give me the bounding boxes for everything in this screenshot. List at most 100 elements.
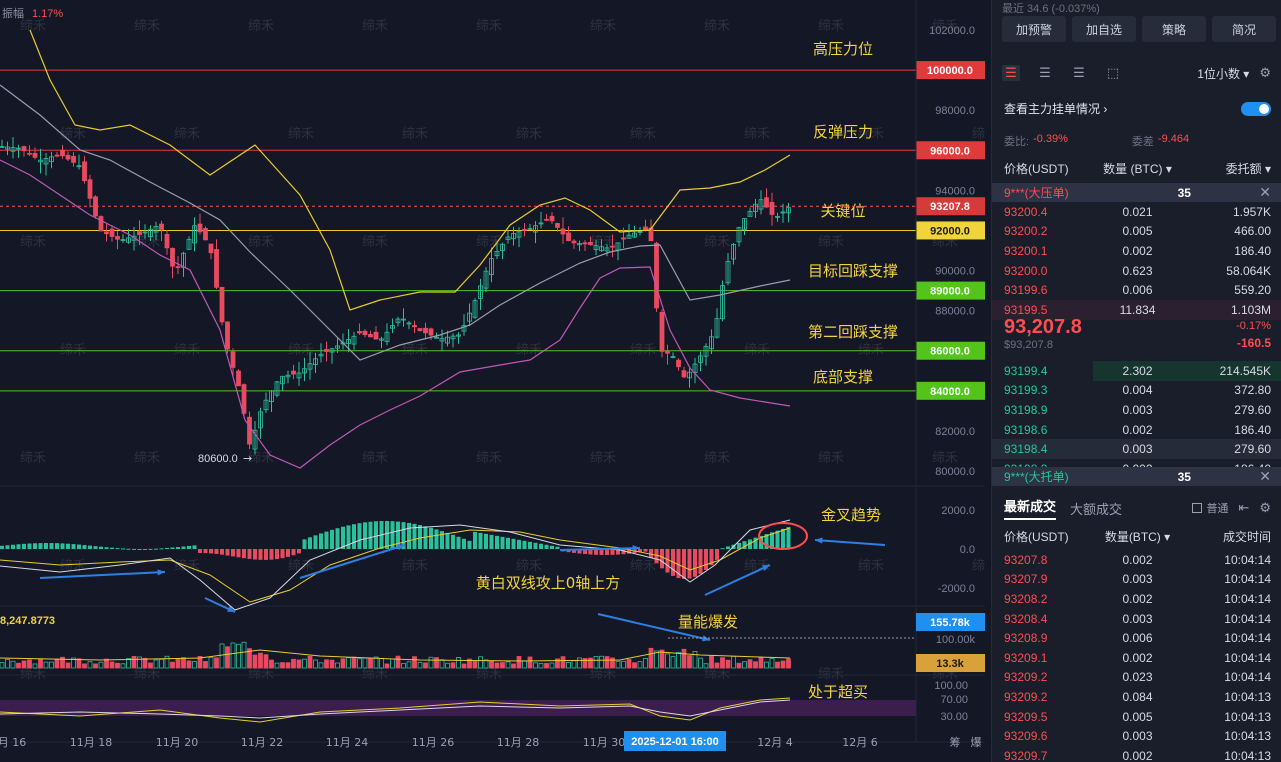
macd-bar (132, 548, 136, 550)
overview-button[interactable]: 简况 (1212, 16, 1276, 42)
ask-row[interactable]: 93200.2 0.005 466.00 (992, 222, 1281, 242)
price-axis-tick: 80000.0 (935, 466, 975, 478)
candle-body (494, 251, 500, 257)
watermark-text: 缔禾 (818, 450, 844, 466)
volume-bar (742, 661, 747, 669)
bid-row[interactable]: 93198.4 0.003 279.60 (992, 439, 1281, 459)
bid-row[interactable]: 93199.3 0.004 372.80 (992, 381, 1281, 401)
volume-bar (736, 662, 742, 669)
main-orders-label[interactable]: 查看主力挂单情况 (1004, 102, 1101, 116)
volume-bar (549, 662, 555, 669)
volume-bar (324, 659, 329, 669)
volume-bar (43, 661, 49, 669)
candle-body (709, 336, 714, 350)
macd-bar (357, 523, 362, 549)
watermark-text: 缔禾 (630, 558, 656, 574)
ask-row[interactable]: 93200.1 0.002 186.40 (992, 241, 1281, 261)
settings-icon[interactable]: ⚙ (1259, 500, 1271, 515)
rsi-axis-tick: 30.00 (940, 711, 968, 723)
volume-bar (373, 656, 379, 669)
macd-bar (720, 548, 725, 550)
normal-checkbox[interactable]: 普通 (1192, 500, 1228, 516)
level-tag (916, 381, 985, 400)
kline-chart-panel[interactable]: 缔禾缔禾缔禾缔禾缔禾缔禾缔禾缔禾缔禾缔禾缔禾缔禾缔禾缔禾缔禾缔禾缔禾缔禾缔禾缔禾… (0, 0, 985, 762)
bid-row[interactable]: 93198.6 0.002 186.40 (992, 420, 1281, 440)
price-cell: 93198.9 (1004, 402, 1048, 417)
settings-icon[interactable]: ⚙ (1259, 65, 1271, 80)
macd-bar (198, 549, 202, 553)
candle-body (21, 146, 27, 152)
ask-row[interactable]: 93200.0 0.623 58.064K (992, 261, 1281, 281)
price-axis-tick: 90000.0 (935, 266, 975, 278)
level-tag-text: 89000.0 (930, 286, 970, 298)
macd-bar (385, 521, 389, 549)
col-qty[interactable]: 数量 (BTC) ▾ (1103, 162, 1172, 176)
bid-row[interactable]: 93198.9 0.003 279.60 (992, 400, 1281, 420)
volume-bar (335, 662, 340, 669)
volume-bar (274, 662, 280, 669)
add-watchlist-button[interactable]: 加自选 (1072, 16, 1136, 42)
macd-bar (610, 549, 615, 555)
ask-row[interactable]: 93199.5 11.834 1.103M (992, 300, 1281, 320)
volume-bar (0, 662, 5, 669)
macd-bar (786, 527, 791, 549)
candle-body (148, 228, 153, 238)
x-axis-tick: 11月 24 (326, 736, 369, 749)
rsi-label: 处于超买 (808, 683, 868, 701)
volume-bar (280, 662, 285, 669)
volume-bar (87, 661, 93, 669)
watermark-text: 缔禾 (516, 558, 542, 574)
time-cell: 10:04:14 (1224, 611, 1271, 626)
both-sides-view-icon[interactable]: ☰ (1002, 65, 1020, 81)
macd-bar (258, 549, 263, 560)
macd-bar (368, 521, 373, 549)
bids-view-icon[interactable]: ☰ (1039, 65, 1051, 80)
trade-row: 93209.6 0.003 10:04:13 (992, 726, 1281, 746)
tab-latest-trades[interactable]: 最新成交 (1004, 496, 1057, 520)
strategy-button[interactable]: 策略 (1142, 16, 1206, 42)
volume-bar (665, 653, 670, 669)
macd-bar (390, 521, 395, 549)
trade-row: 93209.5 0.005 10:04:13 (992, 707, 1281, 727)
macd-bar (715, 549, 719, 560)
asks-view-icon[interactable]: ☰ (1073, 65, 1085, 80)
kline-chart[interactable]: 缔禾缔禾缔禾缔禾缔禾缔禾缔禾缔禾缔禾缔禾缔禾缔禾缔禾缔禾缔禾缔禾缔禾缔禾缔禾缔禾… (0, 0, 985, 762)
candle-body (439, 337, 445, 342)
candle-body (384, 331, 390, 342)
macd-bar (539, 543, 543, 549)
volume-bar (511, 663, 516, 669)
close-icon[interactable]: ✕ (1259, 184, 1271, 200)
burst-button: 爆 (971, 735, 982, 749)
candle-body (483, 270, 489, 289)
candle-body (159, 223, 164, 230)
macd-bar (748, 539, 752, 549)
candle-body (368, 334, 373, 338)
level-tag-text: 92000.0 (930, 225, 970, 237)
col-amount[interactable]: 委托额 ▾ (1225, 162, 1271, 176)
candle-body (577, 243, 582, 246)
decimal-select[interactable]: 1位小数 ▾ (1197, 66, 1250, 81)
candle-body (786, 207, 791, 214)
depth-view-icon[interactable]: ⬚ (1106, 65, 1120, 80)
amount-cell: 466.00 (1234, 224, 1271, 239)
qty-cell: 0.002 (1122, 591, 1153, 606)
tab-big-trades[interactable]: 大额成交 (1070, 501, 1123, 517)
watermark-text: 缔禾 (402, 558, 428, 574)
close-icon[interactable]: ✕ (1259, 468, 1271, 484)
volume-bar (269, 659, 274, 669)
candle-body (511, 233, 516, 240)
trade-tabs: 最新成交 大额成交 普通 ⇤ ⚙ (1004, 496, 1271, 520)
ask-row[interactable]: 93199.6 0.006 559.20 (992, 280, 1281, 300)
main-orders-toggle[interactable] (1241, 101, 1271, 116)
candle-body (654, 242, 659, 309)
volume-bar (406, 661, 412, 669)
ask-row[interactable]: 93200.4 0.021 1.957K (992, 202, 1281, 222)
trades-col-qty[interactable]: 数量(BTC) ▾ (1104, 530, 1171, 544)
bid-row[interactable]: 93199.4 2.302 214.545K (992, 361, 1281, 381)
add-alert-button[interactable]: 加预警 (1002, 16, 1066, 42)
chip-button: 筹 (950, 735, 961, 749)
volume-bar (247, 648, 252, 669)
filter-icon[interactable]: ⇤ (1238, 500, 1250, 515)
big-ask-qty: 35 (1177, 185, 1191, 200)
candle-body (27, 152, 32, 155)
